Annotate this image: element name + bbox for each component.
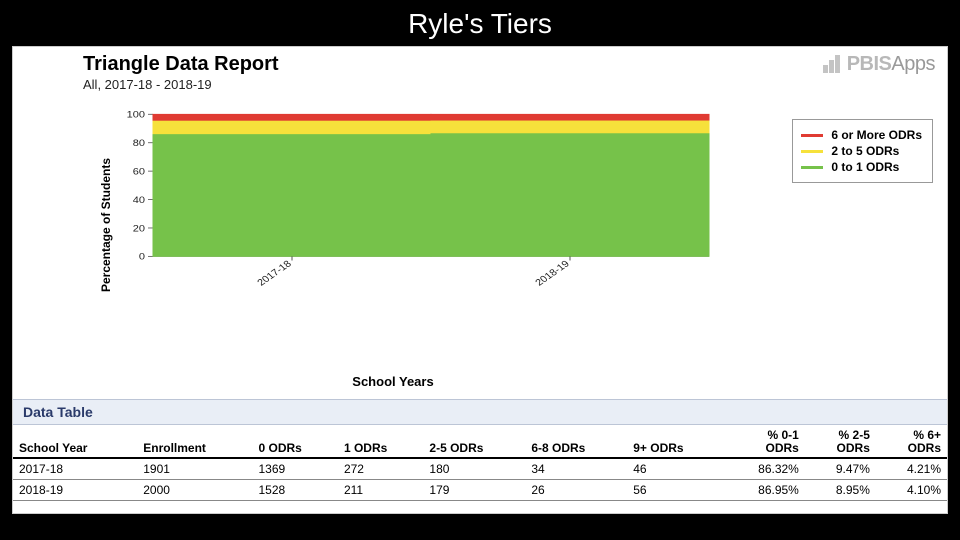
chart-ylabel: Percentage of Students [99, 158, 113, 292]
chart-xlabel: School Years [43, 374, 743, 389]
table-header: % 2-5ODRs [805, 427, 876, 458]
table-header: School Year [13, 427, 137, 458]
table-cell: 46 [627, 458, 723, 480]
svg-text:100: 100 [127, 111, 146, 120]
report-panel: Triangle Data Report All, 2017-18 - 2018… [12, 46, 948, 514]
logo-bars-icon [823, 55, 845, 79]
svg-text:40: 40 [133, 196, 146, 206]
table-header: % 6+ODRs [876, 427, 947, 458]
data-table: School YearEnrollment0 ODRs1 ODRs2-5 ODR… [13, 427, 947, 501]
svg-text:60: 60 [133, 167, 146, 177]
table-header: 0 ODRs [253, 427, 338, 458]
table-row: 2018-1920001528211179265686.95%8.95%4.10… [13, 480, 947, 501]
table-cell: 56 [627, 480, 723, 501]
table-cell: 211 [338, 480, 423, 501]
legend-swatch [801, 166, 823, 169]
svg-text:2017-18: 2017-18 [255, 259, 294, 288]
table-cell: 8.95% [805, 480, 876, 501]
legend-label: 2 to 5 ODRs [831, 144, 899, 158]
table-cell: 1369 [253, 458, 338, 480]
svg-text:0: 0 [139, 252, 146, 262]
logo-prefix: PBIS [847, 53, 892, 75]
table-header: 6-8 ODRs [525, 427, 627, 458]
legend-label: 0 to 1 ODRs [831, 160, 899, 174]
table-cell: 2000 [137, 480, 252, 501]
table-cell: 272 [338, 458, 423, 480]
chart-legend: 6 or More ODRs 2 to 5 ODRs 0 to 1 ODRs [792, 119, 933, 183]
table-cell: 1528 [253, 480, 338, 501]
table-header: 2-5 ODRs [423, 427, 525, 458]
svg-text:80: 80 [133, 139, 146, 149]
legend-swatch [801, 150, 823, 153]
table-cell: 179 [423, 480, 525, 501]
table-title: Data Table [13, 399, 947, 425]
svg-text:2018-19: 2018-19 [533, 259, 572, 288]
table-row: 2017-1819011369272180344686.32%9.47%4.21… [13, 458, 947, 480]
report-title: Triangle Data Report [83, 53, 279, 76]
table-cell: 26 [525, 480, 627, 501]
table-cell: 86.32% [724, 458, 805, 480]
table-header: Enrollment [137, 427, 252, 458]
legend-item: 2 to 5 ODRs [801, 144, 922, 158]
report-subtitle: All, 2017-18 - 2018-19 [83, 77, 212, 92]
svg-text:20: 20 [133, 224, 146, 234]
table-cell: 1901 [137, 458, 252, 480]
legend-item: 6 or More ODRs [801, 128, 922, 142]
table-cell: 86.95% [724, 480, 805, 501]
table-cell: 180 [423, 458, 525, 480]
chart-area: Percentage of Students 0 20 40 60 80 100 2017-… [43, 105, 743, 345]
legend-swatch [801, 134, 823, 137]
logo-suffix: Apps [891, 53, 935, 75]
table-cell: 2018-19 [13, 480, 137, 501]
pbisapps-logo: PBISApps [823, 53, 935, 79]
table-cell: 2017-18 [13, 458, 137, 480]
table-cell: 34 [525, 458, 627, 480]
legend-item: 0 to 1 ODRs [801, 160, 922, 174]
slide-title: Ryle's Tiers [0, 0, 960, 46]
table-cell: 9.47% [805, 458, 876, 480]
legend-label: 6 or More ODRs [831, 128, 922, 142]
table-cell: 4.10% [876, 480, 947, 501]
table-cell: 4.21% [876, 458, 947, 480]
table-header: % 0-1ODRs [724, 427, 805, 458]
table-header: 9+ ODRs [627, 427, 723, 458]
chart-plot: 0 20 40 60 80 100 2017-18 2018-19 [123, 111, 713, 301]
table-header: 1 ODRs [338, 427, 423, 458]
